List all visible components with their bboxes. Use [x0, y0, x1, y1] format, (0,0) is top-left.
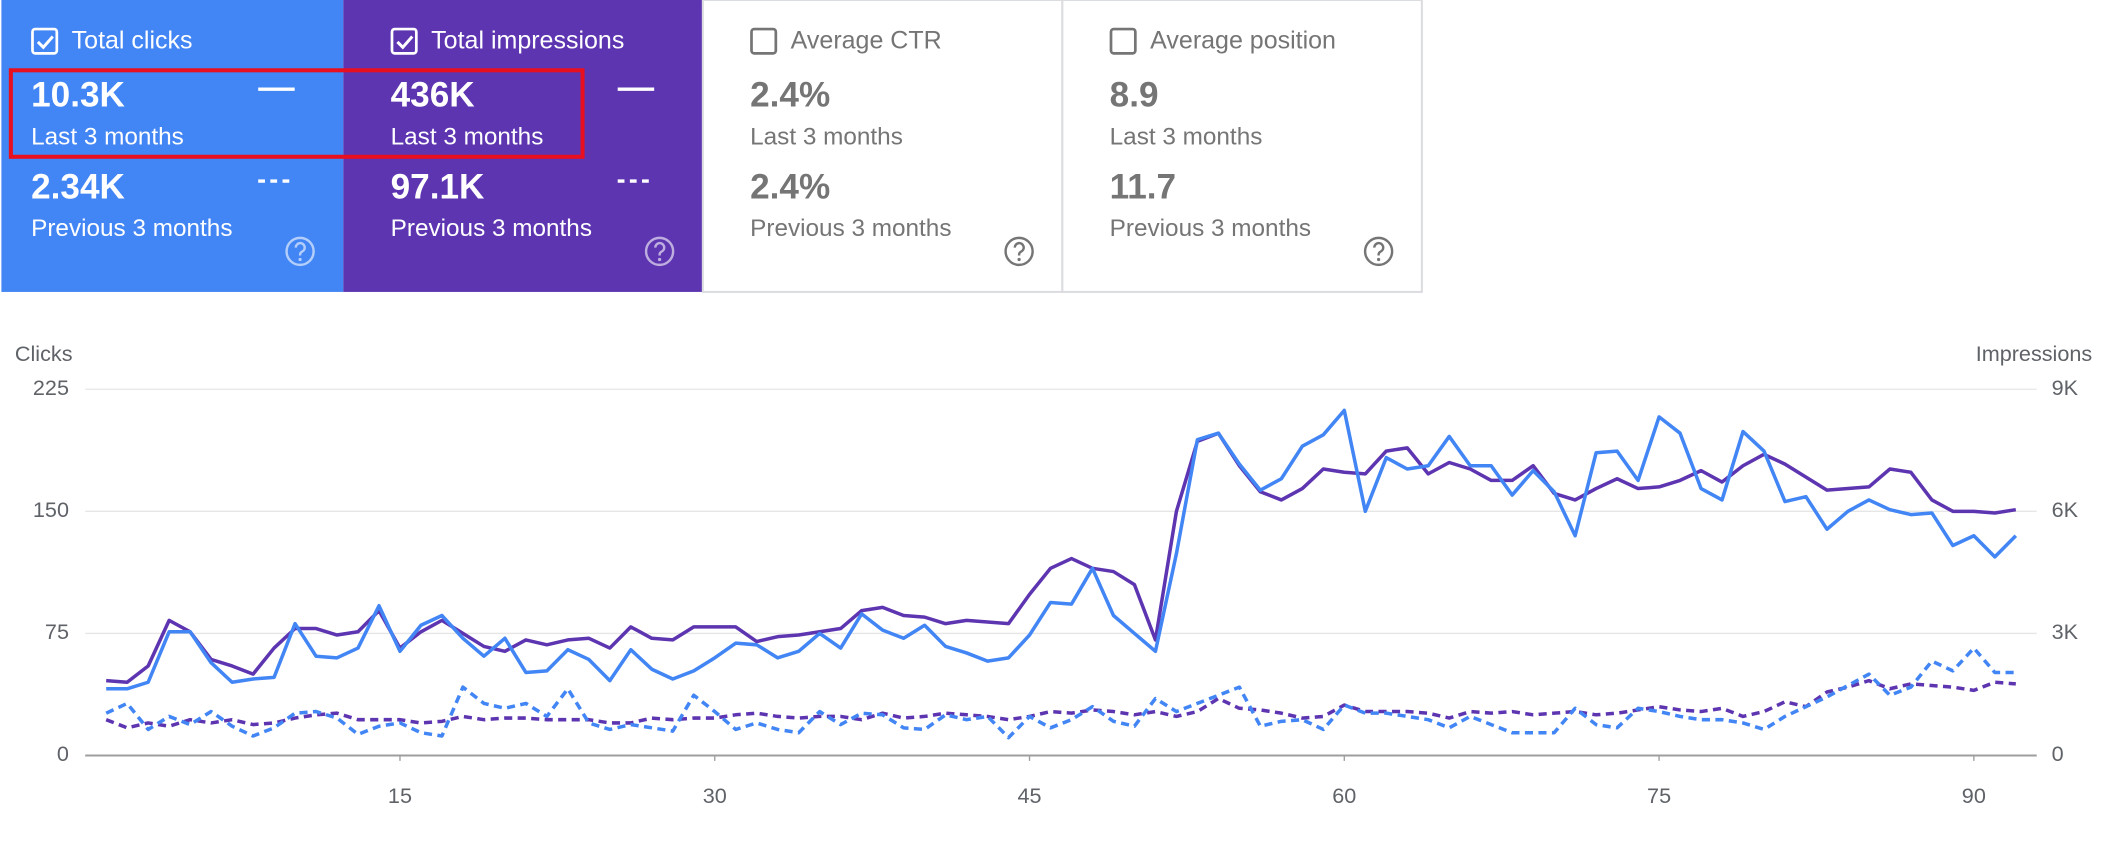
dashed-line [105, 646, 2016, 740]
metric-card[interactable]: Total impressions 436K Last 3 months 97.1K P… [343, 0, 703, 292]
check-mark [396, 35, 414, 50]
y-tick-label: 150 [33, 497, 69, 522]
metric-card[interactable]: Average CTR 2.4% Last 3 months 2.4% Previous… [701, 0, 1064, 293]
x-tick-label: 30 [703, 783, 727, 808]
help-dot [298, 257, 302, 262]
card-background [1061, 0, 1423, 293]
card-previous: 97.1K [391, 167, 485, 206]
y2-axis-title: Impressions [1976, 341, 2093, 366]
help-icon[interactable] [1363, 236, 1394, 267]
highlight-box [8, 68, 585, 159]
help-glyph [1013, 241, 1025, 256]
dashed-line [105, 678, 2016, 730]
help-glyph [1373, 241, 1385, 256]
y-axis-title: Clicks [15, 341, 73, 366]
card-label: Average CTR [791, 27, 942, 55]
card-previous: 2.4% [750, 167, 830, 206]
x-tick-label: 75 [1647, 783, 1671, 808]
check-mark [36, 35, 54, 50]
card-value: 10.3K [31, 76, 125, 115]
card-previous-period: Previous 3 months [750, 215, 951, 242]
card-previous-period: Previous 3 months [31, 215, 232, 242]
help-glyph [294, 241, 306, 256]
y-tick-label: 75 [45, 619, 69, 644]
card-period: Last 3 months [750, 123, 903, 150]
y2-tick-label: 6K [2052, 497, 2079, 522]
checkbox [750, 27, 778, 55]
help-circle [644, 236, 675, 267]
help-circle [285, 236, 315, 267]
card-label: Total impressions [431, 27, 624, 55]
y-tick-label: 0 [57, 741, 69, 766]
metric-card[interactable]: Total clicks 10.3K Last 3 months 2.34K Previ… [1, 0, 344, 292]
line [106, 408, 2018, 691]
card-previous: 2.34K [31, 167, 125, 206]
card-previous-period: Previous 3 months [391, 215, 592, 242]
x-tick-label: 45 [1017, 783, 1041, 808]
help-circle [1363, 236, 1394, 267]
card-label: Total clicks [72, 27, 193, 55]
card-previous: 11.7 [1110, 167, 1176, 206]
y2-tick-label: 3K [2052, 619, 2079, 644]
checkbox [1109, 27, 1137, 55]
help-dot [657, 257, 662, 262]
help-circle [1004, 236, 1034, 267]
card-background [1, 0, 344, 292]
checkbox [31, 27, 59, 55]
help-dot [1376, 257, 1381, 262]
card-background [701, 0, 1064, 293]
help-glyph [654, 241, 666, 256]
card-period: Last 3 months [31, 123, 184, 150]
card-value: 2.4% [750, 76, 830, 115]
help-icon[interactable] [644, 236, 675, 267]
help-icon[interactable] [285, 236, 315, 267]
card-value: 8.9 [1110, 76, 1159, 115]
checkbox [390, 27, 418, 55]
y2-tick-label: 0 [2052, 741, 2064, 766]
x-tick-label: 15 [388, 783, 412, 808]
x-tick-label: 90 [1962, 783, 1986, 808]
help-dot [1017, 257, 1021, 262]
card-period: Last 3 months [1110, 123, 1263, 150]
help-icon[interactable] [1004, 236, 1034, 267]
card-label: Average position [1150, 27, 1336, 55]
card-value: 436K [391, 76, 476, 115]
line [106, 431, 2017, 685]
y2-tick-label: 9K [2052, 375, 2079, 400]
card-period: Last 3 months [391, 123, 544, 150]
card-previous-period: Previous 3 months [1110, 215, 1311, 242]
y-tick-label: 225 [33, 375, 69, 400]
x-tick-label: 60 [1332, 783, 1356, 808]
metric-card[interactable]: Average position 8.9 Last 3 months 11.7 Prev… [1061, 0, 1423, 293]
